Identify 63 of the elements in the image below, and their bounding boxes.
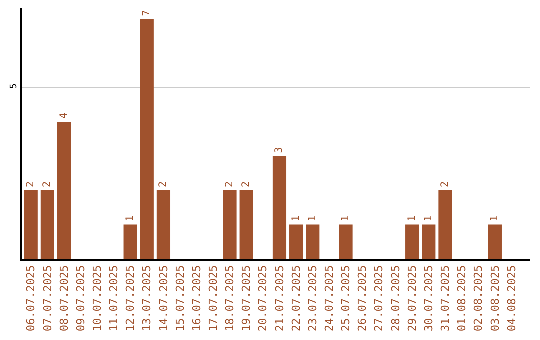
- bar: [124, 224, 138, 259]
- data-label: 1: [406, 216, 418, 222]
- data-label: 1: [423, 216, 434, 222]
- bar: [223, 190, 237, 259]
- x-tick-label: 29.07.2025: [406, 265, 419, 332]
- data-label: 1: [490, 216, 501, 222]
- data-label: 4: [58, 113, 70, 120]
- x-tick-label: 21.07.2025: [273, 265, 286, 332]
- bar: [406, 224, 420, 259]
- x-tick-label: 30.07.2025: [422, 265, 436, 332]
- data-label: 2: [158, 181, 170, 188]
- x-tick-label: 15.07.2025: [174, 265, 187, 332]
- x-tick-label: 14.07.2025: [157, 265, 170, 332]
- y-tick-label: 5: [9, 84, 20, 90]
- x-tick-label: 27.07.2025: [372, 265, 386, 332]
- x-tick-label: 12.07.2025: [124, 265, 138, 332]
- data-label: 1: [340, 216, 352, 222]
- x-tick-label: 03.08.2025: [488, 265, 502, 332]
- bar: [240, 190, 254, 259]
- bar: [488, 224, 502, 259]
- data-label: 1: [125, 216, 136, 222]
- x-tick-label: 01.08.2025: [456, 265, 469, 332]
- data-label: 2: [26, 181, 37, 188]
- x-tick-label: 10.07.2025: [90, 265, 104, 332]
- bar: [40, 190, 54, 259]
- bar: [438, 190, 452, 259]
- x-tick-label: 20.07.2025: [256, 265, 270, 332]
- bar: [290, 224, 304, 259]
- x-tick-label: 23.07.2025: [306, 265, 320, 332]
- bar: [24, 190, 38, 259]
- bar: [306, 224, 320, 259]
- data-label: 7: [142, 10, 153, 16]
- x-tick-label: 31.07.2025: [439, 265, 452, 332]
- x-tick-label: 16.07.2025: [190, 265, 204, 332]
- data-label: 2: [42, 181, 54, 188]
- x-tick-label: 02.08.2025: [472, 265, 486, 332]
- x-tick-label: 07.07.2025: [41, 265, 54, 332]
- x-tick-label: 26.07.2025: [356, 265, 370, 332]
- x-tick-label: 04.08.2025: [505, 265, 518, 332]
- bar: [422, 224, 436, 259]
- bar: [339, 224, 353, 259]
- x-tick-label: 09.07.2025: [74, 265, 88, 332]
- bar: [57, 122, 72, 259]
- data-label: 3: [274, 147, 286, 154]
- x-tick-label: 25.07.2025: [340, 265, 353, 332]
- x-tick-label: 28.07.2025: [389, 265, 402, 332]
- bar: [272, 156, 287, 259]
- data-label: 2: [440, 181, 451, 188]
- data-label: 2: [241, 181, 252, 188]
- data-label: 2: [224, 181, 236, 188]
- x-tick-label: 08.07.2025: [58, 265, 71, 332]
- x-tick-label: 19.07.2025: [240, 265, 254, 332]
- x-tick-label: 18.07.2025: [224, 265, 237, 332]
- bar: [140, 19, 154, 259]
- x-tick-label: 22.07.2025: [290, 265, 303, 332]
- x-tick-label: 24.07.2025: [323, 265, 336, 332]
- bar: [156, 190, 171, 259]
- data-label: 1: [307, 216, 318, 222]
- x-tick-label: 11.07.2025: [108, 265, 121, 332]
- x-tick-label: 17.07.2025: [207, 265, 220, 332]
- x-tick-label: 06.07.2025: [24, 265, 38, 332]
- data-label: 1: [290, 216, 302, 222]
- x-tick-label: 13.07.2025: [140, 265, 154, 332]
